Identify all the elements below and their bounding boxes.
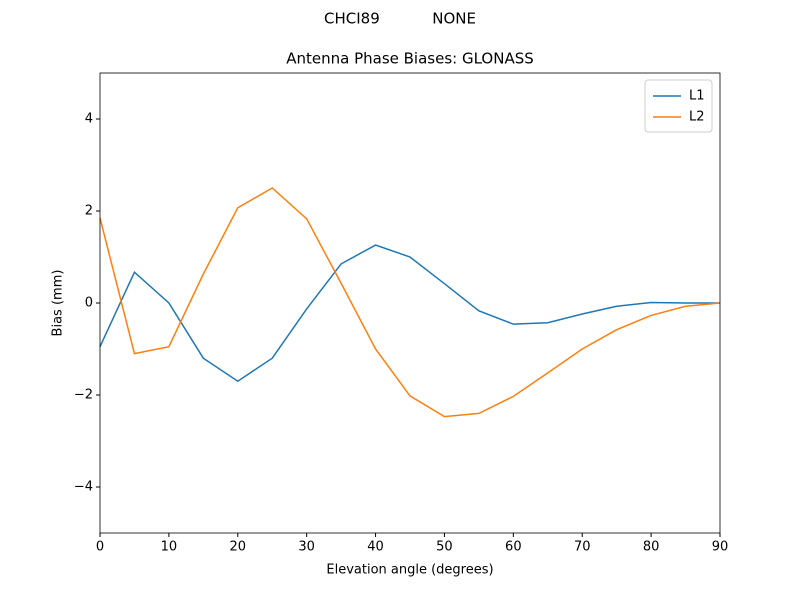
x-axis-label: Elevation angle (degrees) [326,563,493,578]
legend-box [644,79,713,133]
y-tick-label: 0 [85,296,93,311]
x-tick-label: 20 [230,540,247,555]
y-tick-label: 2 [85,204,93,219]
x-tick-label: 40 [367,540,384,555]
y-tick-label: −4 [74,480,93,495]
x-tick-label: 0 [96,540,104,555]
legend-label: L2 [689,110,705,125]
chart-title: Antenna Phase Biases: GLONASS [286,50,534,68]
x-tick-label: 10 [161,540,178,555]
x-tick-label: 70 [574,540,591,555]
x-tick-label: 50 [436,540,453,555]
y-tick-label: 4 [85,112,93,127]
x-tick-label: 60 [505,540,522,555]
suptitle: CHCI89 NONE [324,10,476,28]
x-tick-label: 30 [298,540,315,555]
legend-label: L1 [689,89,705,104]
line-series [99,244,720,383]
x-tick-label: 80 [643,540,660,555]
axes-frame [99,72,721,534]
y-axis-label: Bias (mm) [51,270,66,337]
x-tick-label: 90 [712,540,729,555]
y-tick-label: −2 [74,388,93,403]
line-series [99,187,721,418]
